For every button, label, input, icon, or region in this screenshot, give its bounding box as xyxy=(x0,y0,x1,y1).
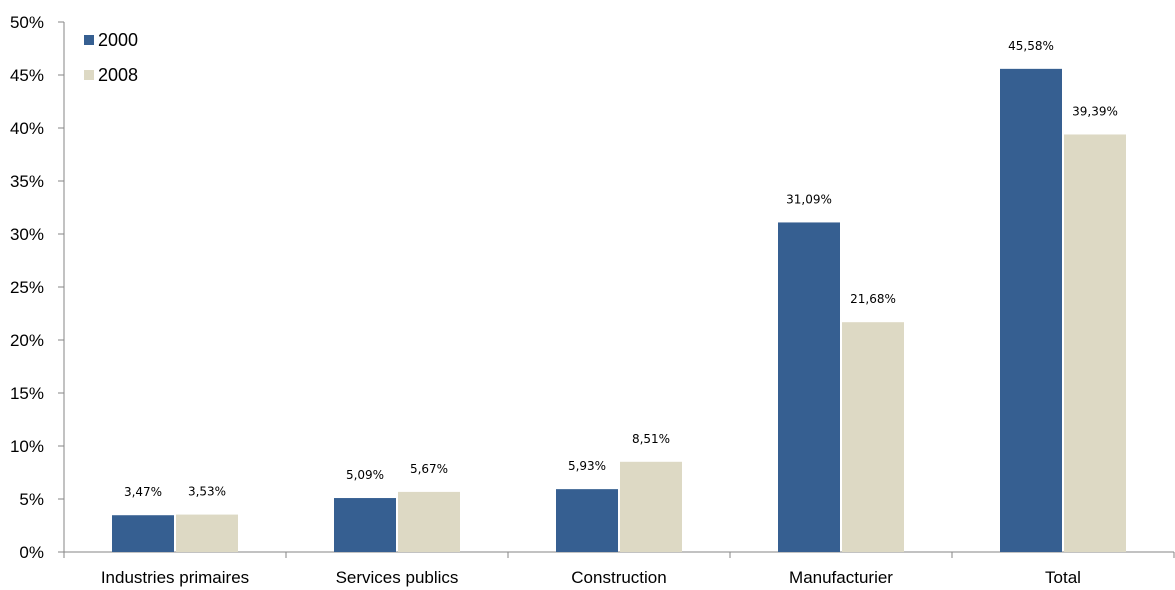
y-tick-label: 50% xyxy=(10,13,44,32)
y-tick-label: 20% xyxy=(10,331,44,350)
bar-2000 xyxy=(334,498,396,552)
chart-data-labels: 3,47% 3,53% 5,09% 5,67% 5,93% 8,51% 31,09% 21,6… xyxy=(124,39,1118,499)
bar-2000 xyxy=(112,515,174,552)
legend-swatch-2000 xyxy=(84,35,94,45)
chart-axes: 0% 5% 10% 15% 20% 25% 30% 35% 40% 45% 50% Industrie… xyxy=(10,13,1175,587)
data-label: 3,47% xyxy=(124,485,162,499)
y-tick-label: 15% xyxy=(10,384,44,403)
data-label: 39,39% xyxy=(1072,104,1118,118)
data-label: 5,93% xyxy=(568,459,606,473)
data-label: 8,51% xyxy=(632,432,670,446)
bar-2000 xyxy=(556,489,618,552)
legend-swatch-2008 xyxy=(84,70,94,80)
bar-2000 xyxy=(1000,68,1062,553)
y-tick-label: 45% xyxy=(10,66,44,85)
bar-2008 xyxy=(176,514,238,552)
y-tick-label: 35% xyxy=(10,172,44,191)
bar-2008 xyxy=(1064,134,1126,552)
bar-2008 xyxy=(842,322,904,552)
legend-label: 2000 xyxy=(98,30,138,50)
y-tick-label: 25% xyxy=(10,278,44,297)
data-label: 5,67% xyxy=(410,462,448,476)
y-tick-label: 40% xyxy=(10,119,44,138)
data-label: 5,09% xyxy=(346,468,384,482)
x-tick-label: Total xyxy=(1045,568,1081,587)
data-label: 45,58% xyxy=(1008,39,1054,53)
x-tick-label: Manufacturier xyxy=(789,568,893,587)
chart-legend: 2000 2008 xyxy=(84,30,138,85)
data-label: 3,53% xyxy=(188,485,226,499)
chart-bars xyxy=(112,68,1126,553)
data-label: 31,09% xyxy=(786,192,832,206)
x-tick-label: Construction xyxy=(571,568,666,587)
x-tick-label: Industries primaires xyxy=(101,568,249,587)
legend-label: 2008 xyxy=(98,65,138,85)
data-label: 21,68% xyxy=(850,292,896,306)
x-tick-label: Services publics xyxy=(336,568,459,587)
y-tick-label: 5% xyxy=(19,490,44,509)
y-tick-label: 0% xyxy=(19,543,44,562)
bar-2008 xyxy=(398,491,460,552)
bar-2000 xyxy=(778,222,840,553)
y-tick-label: 30% xyxy=(10,225,44,244)
y-tick-label: 10% xyxy=(10,437,44,456)
bar-2008 xyxy=(620,461,682,552)
